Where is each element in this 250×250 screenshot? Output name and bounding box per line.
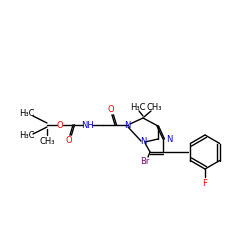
Text: N: N [124, 120, 130, 130]
Text: F: F [202, 179, 207, 188]
Text: H₃C: H₃C [130, 104, 146, 112]
Text: O: O [57, 120, 63, 130]
Text: N: N [166, 134, 172, 143]
Text: CH₃: CH₃ [146, 104, 162, 112]
Text: N: N [140, 138, 146, 146]
Text: H₃C: H₃C [19, 110, 35, 118]
Text: O: O [108, 105, 114, 114]
Text: O: O [66, 136, 72, 145]
Text: Br: Br [140, 158, 150, 166]
Text: CH₃: CH₃ [39, 138, 55, 146]
Text: NH: NH [80, 120, 94, 130]
Text: H₃C: H₃C [19, 132, 35, 140]
